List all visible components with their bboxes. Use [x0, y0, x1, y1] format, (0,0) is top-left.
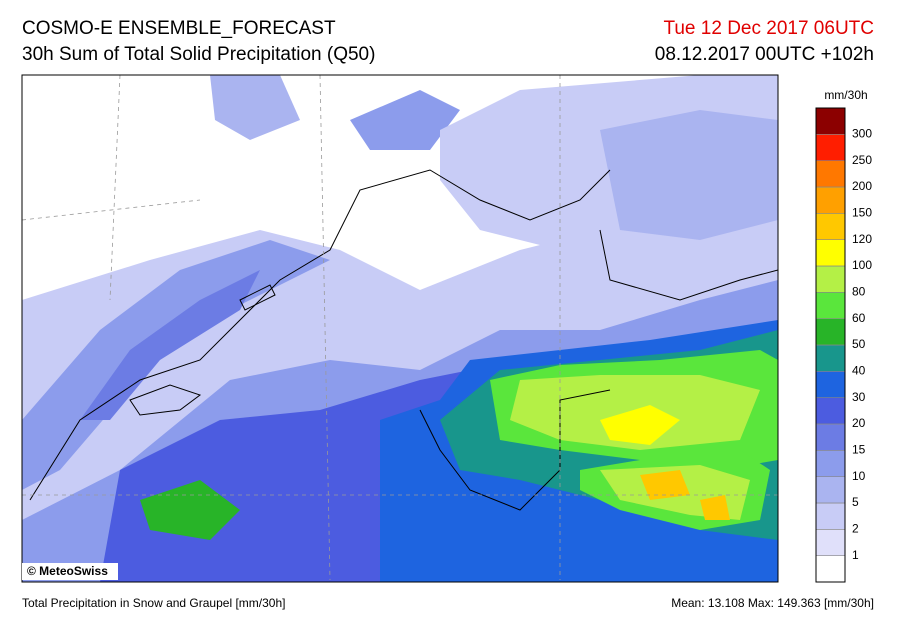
legend-label: 100: [852, 258, 872, 272]
legend-label: 20: [852, 416, 866, 430]
legend-swatch: [815, 213, 846, 240]
legend-swatch: [815, 318, 846, 346]
legend-label: 60: [852, 311, 866, 325]
legend-label: 1: [852, 548, 859, 562]
legend-label: 250: [852, 153, 872, 167]
footer-right: Mean: 13.108 Max: 149.363 [mm/30h]: [671, 596, 874, 610]
legend-label: 10: [852, 469, 866, 483]
copyright: © MeteoSwiss: [27, 564, 108, 578]
legend-swatch: [815, 371, 846, 398]
legend-label: 15: [852, 443, 866, 457]
legend-swatch: [815, 476, 846, 504]
title: COSMO-E ENSEMBLE_FORECAST: [22, 18, 336, 39]
legend-swatch: [815, 186, 846, 214]
legend-swatch: [815, 344, 846, 372]
legend-label: 300: [852, 127, 872, 141]
legend-swatch: [815, 397, 846, 425]
legend-swatch: [815, 107, 846, 135]
legend-label: 30: [852, 390, 866, 404]
legend-frame: [815, 107, 846, 583]
legend-swatch: [815, 160, 846, 188]
legend-label: 200: [852, 179, 872, 193]
legend-swatch: [815, 239, 846, 267]
footer-left: Total Precipitation in Snow and Graupel …: [22, 596, 285, 610]
legend-label: 80: [852, 285, 866, 299]
legend-swatch: [815, 134, 846, 161]
legend-label: 5: [852, 495, 859, 509]
legend-swatch: [815, 555, 846, 583]
legend-swatch: [815, 529, 846, 556]
run-time: 08.12.2017 00UTC +102h: [655, 44, 874, 65]
legend-label: 2: [852, 522, 859, 536]
legend-swatch: [815, 423, 846, 451]
legend: mm/30h 1 2 5 10 15 20 30 40 50 60 80 100 120 150 200 25…: [815, 88, 872, 583]
legend-label: 150: [852, 206, 872, 220]
valid-time: Tue 12 Dec 2017 06UTC: [663, 18, 874, 39]
legend-swatch: [815, 265, 846, 293]
legend-label: 120: [852, 232, 872, 246]
legend-label: 50: [852, 337, 866, 351]
legend-swatch: [815, 292, 846, 319]
legend-swatch: [815, 502, 846, 530]
map: © MeteoSwiss: [21, 74, 779, 583]
legend-label: 40: [852, 364, 866, 378]
subtitle: 30h Sum of Total Solid Precipitation (Q5…: [22, 44, 375, 65]
legend-swatch: [815, 450, 846, 477]
legend-unit: mm/30h: [824, 88, 867, 102]
